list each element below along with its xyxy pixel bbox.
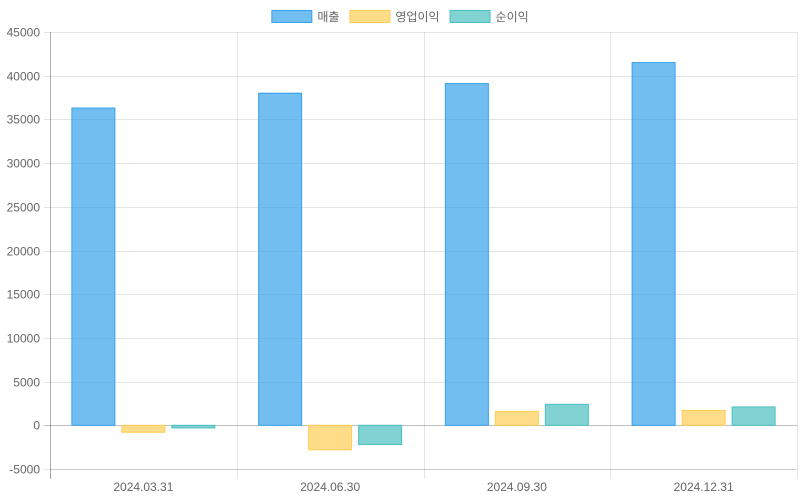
y-tick-label: 0 [33,419,40,433]
y-axis-tick-labels: 45000 40000 35000 30000 25000 20000 15000 10000… [7,26,41,477]
legend-swatch [271,10,313,23]
x-axis-tick-labels: 2024.03.31 2024.06.30 2024.09.30 2024.12.31 [113,480,734,494]
bar-2-2024.09.30[interactable] [494,410,539,426]
grid [44,32,798,479]
y-tick-label: 30000 [7,157,41,171]
y-tick-label: 25000 [7,201,41,215]
legend-label: 매출 [317,10,339,24]
legend[interactable]: 매출 영업이익 순이익 [271,10,529,24]
bar-2-2024.03.31[interactable] [121,424,166,433]
x-tick-label: 2024.09.30 [487,480,547,494]
bar-1-2024.12.31[interactable] [631,62,676,426]
y-tick-label: 35000 [7,113,41,127]
bar-3-2024.03.31[interactable] [171,424,216,429]
bar-2-2024.06.30[interactable] [308,424,353,451]
bar-1-2024.06.30[interactable] [258,92,303,426]
legend-item-1[interactable]: 매출 [271,10,340,24]
y-tick-label: 5000 [13,376,40,390]
y-tick-label: 15000 [7,288,41,302]
bar-1-2024.03.31[interactable] [71,107,116,426]
y-tick-label: 20000 [7,245,41,259]
bar-2-2024.12.31[interactable] [681,409,726,426]
bar-3-2024.09.30[interactable] [544,403,589,426]
y-tick-label: 10000 [7,332,41,346]
bar-3-2024.12.31[interactable] [731,406,776,426]
bar-3-2024.06.30[interactable] [358,424,403,446]
x-tick-label: 2024.12.31 [674,480,734,494]
legend-label: 순이익 [496,10,529,24]
legend-item-2[interactable]: 영업이익 [349,10,440,24]
legend-swatch [449,10,491,23]
y-tick-label: -5000 [9,463,40,477]
y-tick-label: 40000 [7,70,41,84]
bars [71,62,776,451]
bar-1-2024.09.30[interactable] [444,83,489,426]
legend-item-3[interactable]: 순이익 [449,10,529,24]
legend-swatch [349,10,391,23]
axes [50,32,797,479]
y-tick-label: 45000 [7,26,41,40]
x-tick-label: 2024.06.30 [300,480,360,494]
legend-label: 영업이익 [395,10,439,24]
x-tick-label: 2024.03.31 [113,480,173,494]
